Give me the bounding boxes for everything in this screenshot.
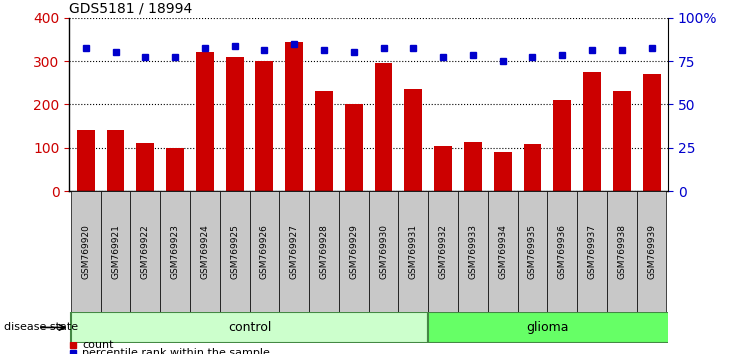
Text: GSM769920: GSM769920 (81, 224, 91, 279)
Bar (553, 100, 571, 191)
Bar (339, 191, 369, 312)
Bar (190, 191, 220, 312)
Bar (458, 191, 488, 312)
Bar (137, 143, 154, 191)
Text: glioma: glioma (526, 321, 569, 334)
Text: disease state: disease state (4, 322, 78, 332)
Text: GSM769935: GSM769935 (528, 224, 537, 279)
Bar (107, 130, 124, 191)
Bar (226, 57, 244, 191)
Bar (429, 191, 458, 312)
Text: GDS5181 / 18994: GDS5181 / 18994 (69, 1, 193, 15)
Bar (583, 72, 601, 191)
Bar (613, 91, 631, 191)
Bar (255, 61, 273, 191)
Text: GSM769923: GSM769923 (171, 224, 180, 279)
Bar (131, 191, 160, 312)
Text: GSM769926: GSM769926 (260, 224, 269, 279)
Bar (250, 191, 280, 312)
Text: GSM769930: GSM769930 (379, 224, 388, 279)
Bar (220, 191, 250, 312)
Text: GSM769936: GSM769936 (558, 224, 566, 279)
Bar (429, 312, 681, 343)
Bar (285, 41, 303, 191)
Text: GSM769939: GSM769939 (647, 224, 656, 279)
Bar (607, 191, 637, 312)
Bar (493, 152, 512, 191)
Bar (71, 312, 429, 343)
Text: GSM769929: GSM769929 (349, 224, 358, 279)
Text: GSM769924: GSM769924 (200, 224, 210, 279)
Bar (523, 144, 542, 191)
Text: GSM769928: GSM769928 (320, 224, 328, 279)
Bar (464, 142, 482, 191)
Bar (518, 191, 548, 312)
Bar (577, 191, 607, 312)
Bar (374, 63, 393, 191)
Text: GSM769937: GSM769937 (588, 224, 596, 279)
Bar (166, 148, 184, 191)
Bar (160, 191, 190, 312)
Text: GSM769921: GSM769921 (111, 224, 120, 279)
Bar (196, 52, 214, 191)
Text: GSM769931: GSM769931 (409, 224, 418, 279)
Text: GSM769927: GSM769927 (290, 224, 299, 279)
Bar (309, 191, 339, 312)
Bar (315, 91, 333, 191)
Text: GSM769933: GSM769933 (469, 224, 477, 279)
Text: GSM769922: GSM769922 (141, 224, 150, 279)
Bar (548, 191, 577, 312)
Text: control: control (228, 321, 272, 334)
Bar (345, 104, 363, 191)
Bar (637, 191, 666, 312)
Bar (399, 191, 429, 312)
Bar (488, 191, 518, 312)
Bar (101, 191, 131, 312)
Bar (77, 130, 95, 191)
Text: GSM769938: GSM769938 (618, 224, 626, 279)
Text: GSM769932: GSM769932 (439, 224, 447, 279)
Bar (404, 89, 422, 191)
Text: GSM769934: GSM769934 (498, 224, 507, 279)
Bar (280, 191, 309, 312)
Bar (434, 147, 452, 191)
Text: count: count (82, 340, 114, 350)
Text: GSM769925: GSM769925 (230, 224, 239, 279)
Bar (71, 191, 101, 312)
Text: percentile rank within the sample: percentile rank within the sample (82, 348, 270, 354)
Bar (642, 74, 661, 191)
Bar (369, 191, 399, 312)
